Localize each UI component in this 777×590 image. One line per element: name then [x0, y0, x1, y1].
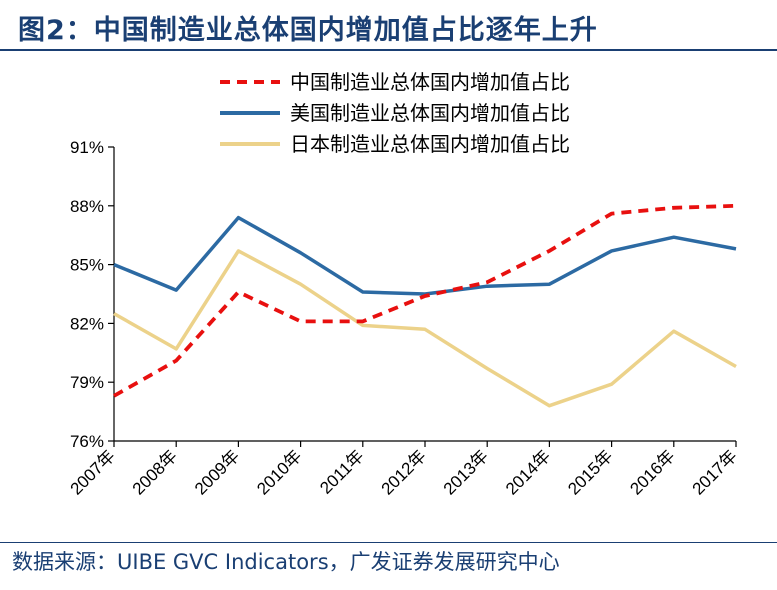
- y-tick-label: 88%: [70, 197, 104, 216]
- page-title: 图2：中国制造业总体国内增加值占比逐年上升: [18, 15, 598, 46]
- y-tick-label: 91%: [70, 138, 104, 157]
- y-tick-label: 85%: [70, 256, 104, 275]
- x-tick-label: 2017年: [689, 446, 741, 498]
- line-chart: 中国制造业总体国内增加值占比美国制造业总体国内增加值占比日本制造业总体国内增加值…: [67, 70, 741, 499]
- series-line-0: [113, 203, 737, 398]
- y-tick-label: 76%: [70, 432, 104, 451]
- x-tick-label: 2012年: [378, 446, 430, 498]
- x-tick-label: 2007年: [67, 446, 119, 498]
- x-tick-label: 2016年: [626, 446, 678, 498]
- chart-series: [113, 203, 737, 408]
- legend-label: 中国制造业总体国内增加值占比: [290, 70, 570, 94]
- x-tick-label: 2015年: [564, 446, 616, 498]
- series-line-2: [113, 249, 737, 408]
- x-tick-label: 2013年: [440, 446, 492, 498]
- series-line-1: [113, 215, 737, 296]
- y-tick-label: 82%: [70, 314, 104, 333]
- legend-label: 美国制造业总体国内增加值占比: [290, 101, 570, 125]
- footer-rule: [0, 542, 777, 543]
- title-bar: 图2：中国制造业总体国内增加值占比逐年上升: [0, 0, 777, 51]
- x-tick-label: 2011年: [316, 446, 367, 497]
- x-tick-label: 2008年: [129, 446, 181, 498]
- x-tick-label: 2010年: [253, 446, 305, 498]
- x-tick-label: 2009年: [191, 446, 243, 498]
- y-tick-label: 79%: [70, 373, 104, 392]
- chart-axes: 76%79%82%85%88%91%2007年 2008年 2009年 2010年 20…: [67, 138, 741, 499]
- legend-label: 日本制造业总体国内增加值占比: [290, 132, 570, 156]
- source-note: 数据来源：UIBE GVC Indicators，广发证券发展研究中心: [12, 550, 560, 574]
- legend: 中国制造业总体国内增加值占比美国制造业总体国内增加值占比日本制造业总体国内增加值…: [220, 70, 570, 156]
- x-tick-label: 2014年: [502, 446, 554, 498]
- title-rule: [0, 49, 777, 51]
